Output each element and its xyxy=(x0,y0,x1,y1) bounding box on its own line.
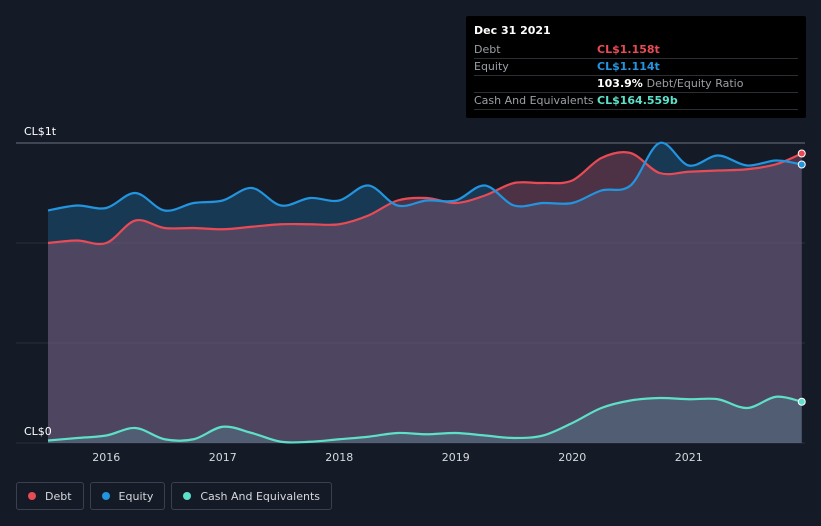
series-endpoints xyxy=(797,149,806,406)
tooltip-row-cash: Cash And Equivalents CL$164.559b xyxy=(474,92,798,110)
tooltip-date: Dec 31 2021 xyxy=(474,24,551,37)
legend-item-cash[interactable]: Cash And Equivalents xyxy=(171,482,332,510)
series-line-cash-and-equivalents xyxy=(47,395,803,444)
series-area-equity xyxy=(48,142,802,444)
legend-dot-icon xyxy=(183,492,192,500)
x-tick-label: 2018 xyxy=(325,451,353,464)
tooltip-value: CL$164.559b xyxy=(597,94,678,107)
legend: Debt Equity Cash And Equivalents xyxy=(16,482,332,510)
legend-item-debt[interactable]: Debt xyxy=(16,482,84,510)
tooltip-panel: Dec 31 2021 Debt CL$1.158t Equity CL$1.1… xyxy=(466,16,806,118)
series-area-debt xyxy=(48,152,802,444)
x-axis-ticks: 2016 2017 2018 2019 2020 2021 xyxy=(92,451,703,464)
series-endpoint-equity xyxy=(797,160,806,169)
y-tick-label-bottom: CL$0 xyxy=(24,425,52,438)
series-line-equity xyxy=(47,141,802,212)
series-area-cash-and-equivalents xyxy=(48,396,802,443)
series-line-debt xyxy=(47,150,803,246)
x-tick-label: 2017 xyxy=(209,451,237,464)
legend-label: Cash And Equivalents xyxy=(200,489,320,503)
legend-dot-icon xyxy=(101,492,110,500)
grid-lines xyxy=(16,142,805,444)
legend-dot-icon xyxy=(28,492,36,500)
x-tick-label: 2021 xyxy=(675,451,703,464)
tooltip-value: CL$1.158t xyxy=(597,43,660,56)
series-lines xyxy=(47,141,803,444)
tooltip-label: Equity xyxy=(474,60,509,73)
x-tick-label: 2016 xyxy=(92,451,120,464)
y-tick-label-top: CL$1t xyxy=(24,125,57,138)
tooltip-ratio-value: 103.9% xyxy=(597,77,643,90)
series-endpoint-debt xyxy=(797,149,806,158)
tooltip-row-debt: Debt CL$1.158t xyxy=(474,41,798,59)
legend-label: Debt xyxy=(45,489,72,503)
series-area-debt-overlay xyxy=(48,152,802,444)
series-areas xyxy=(48,142,802,444)
tooltip-label: Debt xyxy=(474,43,501,56)
tooltip-ratio-suffix: Debt/Equity Ratio xyxy=(646,77,744,90)
tooltip-row-ratio: 103.9% Debt/Equity Ratio xyxy=(474,75,798,93)
x-tick-label: 2019 xyxy=(442,451,470,464)
tooltip-label: Cash And Equivalents xyxy=(474,94,594,107)
tooltip-row-equity: Equity CL$1.114t xyxy=(474,58,798,76)
x-tick-label: 2020 xyxy=(558,451,586,464)
legend-item-equity[interactable]: Equity xyxy=(89,482,166,510)
tooltip-value: CL$1.114t xyxy=(597,60,660,73)
legend-label: Equity xyxy=(118,489,154,503)
series-endpoint-cash-and-equivalents xyxy=(797,397,806,406)
